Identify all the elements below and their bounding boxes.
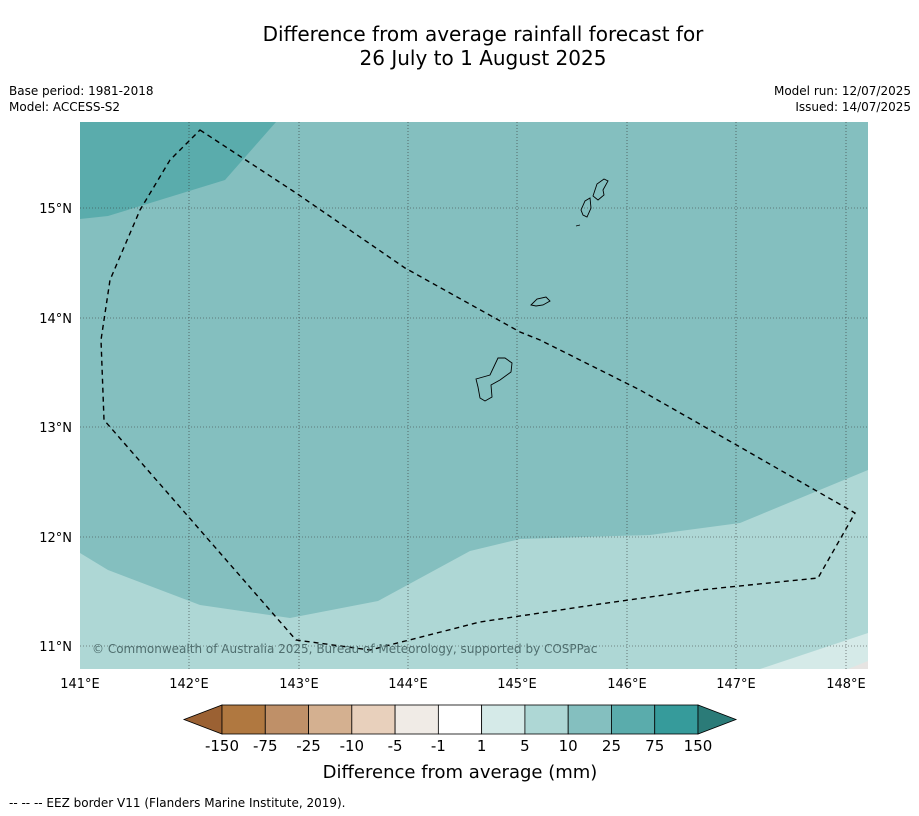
- colorbar-segment: [221, 704, 266, 735]
- band-25-to-75: [80, 122, 276, 219]
- colorbar-tick-label: -1: [431, 737, 446, 755]
- colorbar-tick-label: -5: [388, 737, 403, 755]
- issued-label: Issued: 14/07/2025: [795, 100, 911, 114]
- model-run-label: Model run: 12/07/2025: [773, 84, 911, 98]
- colorbar-tick-label: -25: [296, 737, 321, 755]
- lon-tick-label: 143°E: [279, 677, 319, 692]
- base-period-label: Base period: 1981-2018: [9, 84, 154, 98]
- title-line-1: Difference from average rainfall forecas…: [262, 22, 704, 46]
- island-guam: [475, 357, 513, 402]
- band-lightest-corner: [848, 661, 868, 669]
- lat-tick-label: 15°N: [39, 202, 72, 217]
- island-tinian: [580, 197, 592, 218]
- island-aguijan: [575, 224, 581, 227]
- colorbar-tick-label: -75: [253, 737, 278, 755]
- island-rota: [530, 296, 551, 307]
- copyright-notice: © Commonwealth of Australia 2025, Bureau…: [92, 642, 597, 656]
- colorbar-segment: [394, 704, 439, 735]
- eez-legend-footnote: -- -- -- EEZ border V11 (Flanders Marine…: [9, 796, 346, 810]
- lon-tick-label: 141°E: [60, 677, 100, 692]
- colorbar-segment: [611, 704, 656, 735]
- latitude-labels: 15°N 14°N 13°N 12°N 11°N: [39, 202, 72, 655]
- colorbar-tick-label: 10: [559, 737, 578, 755]
- map-title: Difference from average rainfall forecas…: [0, 22, 919, 70]
- colorbar-tick-label: 25: [602, 737, 621, 755]
- colorbar-segment: [567, 704, 612, 735]
- longitude-gridlines: [188, 122, 847, 669]
- colorbar-segment: [654, 704, 699, 735]
- colorbar: [182, 704, 738, 735]
- lon-tick-label: 145°E: [497, 677, 537, 692]
- lat-tick-label: 14°N: [39, 312, 72, 327]
- lat-tick-label: 11°N: [39, 640, 72, 655]
- colorbar-segment: [481, 704, 526, 735]
- colorbar-tick-label: 75: [645, 737, 664, 755]
- lon-tick-label: 147°E: [716, 677, 756, 692]
- model-label: Model: ACCESS-S2: [9, 100, 121, 114]
- colorbar-tick-label: 1: [477, 737, 487, 755]
- colorbar-tick-label: 150: [684, 737, 713, 755]
- lon-tick-label: 146°E: [607, 677, 647, 692]
- lat-tick-label: 12°N: [39, 531, 72, 546]
- map-panel: © Commonwealth of Australia 2025, Bureau…: [80, 122, 868, 669]
- colorbar-extend-low: [182, 704, 223, 735]
- colorbar-tick-label: 5: [520, 737, 530, 755]
- colorbar-title: Difference from average (mm): [323, 762, 598, 783]
- colorbar-segment: [351, 704, 396, 735]
- colorbar-segment: [437, 704, 483, 735]
- band-10-to-25: [80, 122, 868, 618]
- colorbar-extend-high: [697, 704, 738, 735]
- base-period-info: Base period: 1981-2018 Model: ACCESS-S2: [9, 83, 154, 115]
- colorbar-segment: [264, 704, 309, 735]
- island-saipan: [592, 178, 609, 201]
- eez-border: [100, 129, 856, 651]
- lon-tick-label: 142°E: [169, 677, 209, 692]
- colorbar-tick-label: -150: [205, 737, 239, 755]
- title-line-2: 26 July to 1 August 2025: [359, 46, 607, 70]
- colorbar-tick-label: -10: [340, 737, 365, 755]
- islands: [475, 178, 609, 402]
- lon-tick-label: 144°E: [388, 677, 428, 692]
- colorbar-segment: [308, 704, 353, 735]
- model-run-info: Model run: 12/07/2025 Issued: 14/07/2025: [774, 83, 911, 115]
- lon-tick-label: 148°E: [826, 677, 866, 692]
- colorbar-labels: -150 -75 -25 -10 -5 -1 1 5 10 25 75 150: [205, 737, 712, 755]
- lat-tick-label: 13°N: [39, 421, 72, 436]
- latitude-gridlines: [80, 207, 868, 647]
- longitude-labels: 141°E 142°E 143°E 144°E 145°E 146°E 147°…: [60, 677, 866, 692]
- colorbar-segment: [524, 704, 569, 735]
